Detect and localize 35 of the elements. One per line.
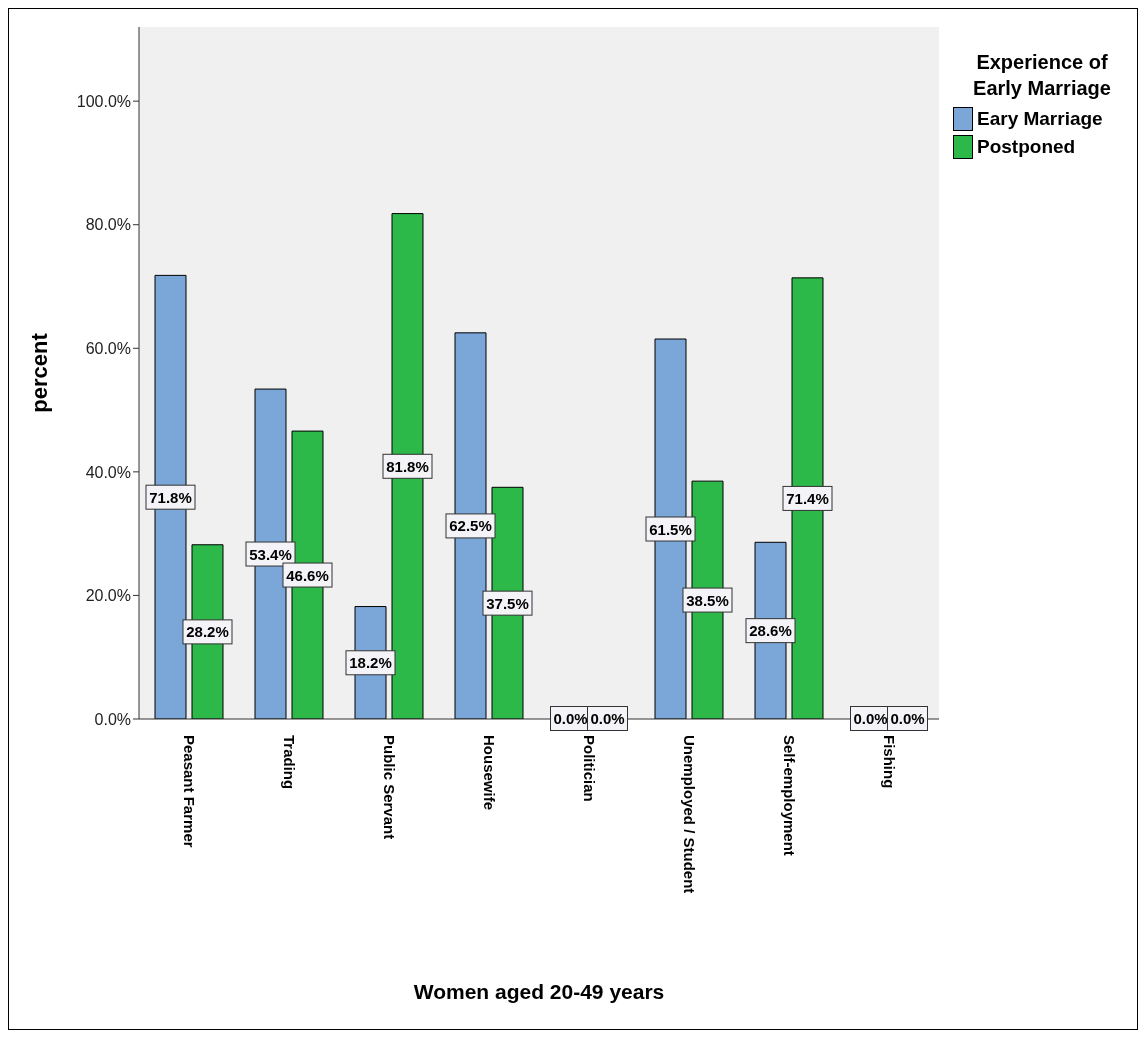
x-tick-label: Peasant Farmer	[180, 735, 198, 848]
x-tick-label: Politician	[580, 735, 598, 802]
data-label: 18.2%	[349, 654, 392, 672]
data-label: 61.5%	[649, 520, 692, 538]
data-label: 28.6%	[749, 622, 792, 640]
x-axis-title: Women aged 20-49 years	[413, 980, 665, 1003]
y-tick-label: 60.0%	[85, 339, 131, 357]
data-label: 0.0%	[553, 710, 588, 727]
data-label: 0.0%	[590, 710, 625, 727]
x-tick-label: Unemployed / Student	[680, 735, 698, 894]
data-label: 0.0%	[890, 710, 925, 727]
data-label: 28.2%	[186, 623, 229, 641]
data-label: 38.5%	[686, 591, 729, 609]
legend-label: Postponed	[977, 136, 1076, 158]
x-tick-label: Self-employment	[780, 735, 798, 856]
data-label: 37.5%	[486, 594, 529, 612]
y-tick-label: 40.0%	[85, 463, 131, 481]
data-label: 46.6%	[286, 566, 329, 584]
data-label: 62.5%	[449, 517, 492, 535]
data-label: 0.0%	[853, 710, 888, 727]
y-tick-label: 100.0%	[76, 92, 131, 110]
y-tick-label: 80.0%	[85, 216, 131, 234]
x-tick-label: Fishing	[880, 735, 898, 789]
x-tick-label: Housewife	[480, 735, 498, 811]
y-axis-title: percent	[26, 332, 52, 413]
y-tick-label: 0.0%	[94, 710, 131, 728]
legend-label: Eary Marriage	[977, 108, 1103, 130]
data-label: 71.4%	[786, 489, 829, 507]
legend-title: Experience of Early Marriage	[972, 50, 1112, 101]
x-tick-label: Trading	[280, 735, 298, 790]
x-tick-label: Public Servant	[380, 735, 398, 840]
data-label: 81.8%	[386, 457, 429, 475]
data-label: 53.4%	[249, 545, 292, 563]
y-tick-label: 20.0%	[85, 587, 131, 605]
data-label: 71.8%	[149, 488, 192, 506]
